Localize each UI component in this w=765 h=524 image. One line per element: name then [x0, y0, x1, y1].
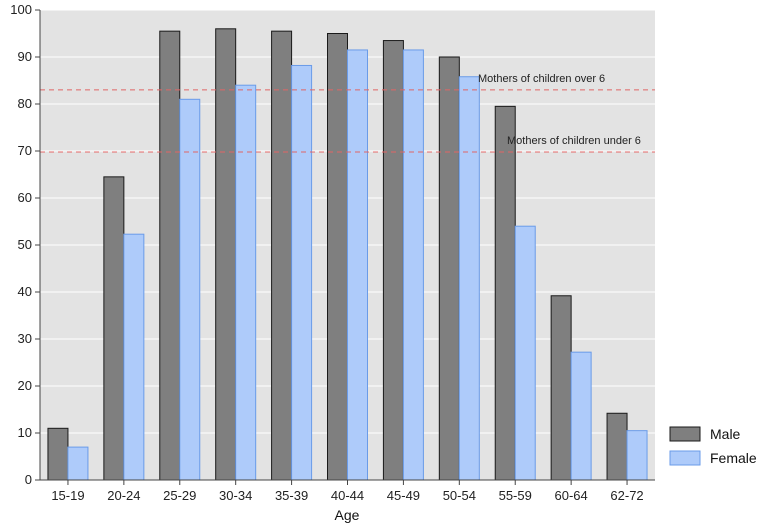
reference-line-label: Mothers of children under 6	[507, 135, 641, 147]
x-axis-title: Age	[335, 507, 360, 523]
bar-male-45-49	[382, 40, 404, 481]
legend: Male Female	[669, 426, 757, 466]
x-tick-label: 45-49	[387, 488, 420, 503]
x-tick-label: 30-34	[219, 488, 252, 503]
bar-male-55-59	[494, 105, 516, 481]
x-tick-label: 35-39	[275, 488, 308, 503]
bar-female-45-49	[402, 49, 424, 481]
y-tick-label: 70	[18, 143, 32, 158]
bar-female-15-19	[67, 446, 89, 481]
x-tick-label: 25-29	[163, 488, 196, 503]
bar-male-60-64	[550, 295, 572, 481]
y-tick-label: 40	[18, 284, 32, 299]
bar-female-50-54	[458, 76, 480, 481]
y-tick-label: 50	[18, 237, 32, 252]
bar-male-20-24	[103, 176, 125, 481]
y-axis: 0 10 20 30 40 50 60 70 80 90 100	[10, 2, 41, 487]
x-axis: 15-19 20-24 25-29 30-34 35-39 40-44 45-49 50-54…	[40, 479, 655, 503]
x-tick-label: 15-19	[51, 488, 84, 503]
bar-male-62-72	[606, 412, 628, 481]
x-tick-label: 60-64	[555, 488, 588, 503]
bar-female-25-29	[179, 98, 201, 481]
bar-male-25-29	[159, 30, 181, 481]
x-tick-label: 40-44	[331, 488, 364, 503]
x-tick-label: 20-24	[107, 488, 140, 503]
bar-female-40-44	[347, 49, 368, 481]
bar-male-30-34	[215, 28, 237, 481]
bar-female-62-72	[626, 430, 648, 481]
legend-swatch-female	[669, 450, 701, 466]
legend-swatch-male	[669, 426, 701, 442]
bar-female-60-64	[570, 351, 592, 481]
y-tick-label: 20	[18, 378, 32, 393]
x-tick-label: 55-59	[499, 488, 532, 503]
bar-male-40-44	[327, 33, 348, 481]
y-tick-label: 100	[10, 2, 32, 17]
x-tick-label: 62-72	[610, 488, 643, 503]
bar-female-30-34	[235, 84, 257, 481]
bar-male-35-39	[271, 30, 293, 481]
y-tick-label: 0	[25, 472, 32, 487]
bar-female-35-39	[291, 64, 313, 481]
bar-male-15-19	[47, 427, 69, 481]
reference-line-label: Mothers of children over 6	[478, 73, 605, 85]
bar-female-55-59	[514, 225, 536, 481]
y-tick-label: 90	[18, 49, 32, 64]
bar-female-20-24	[123, 233, 145, 481]
bar-male-50-54	[438, 56, 460, 481]
y-tick-label: 10	[18, 425, 32, 440]
y-tick-label: 30	[18, 331, 32, 346]
x-tick-label: 50-54	[443, 488, 476, 503]
y-tick-label: 80	[18, 96, 32, 111]
legend-label-female: Female	[710, 450, 757, 466]
reference-lines: Mothers of children over 6 Mothers of chi…	[40, 73, 655, 153]
y-tick-label: 60	[18, 190, 32, 205]
legend-label-male: Male	[710, 426, 741, 442]
